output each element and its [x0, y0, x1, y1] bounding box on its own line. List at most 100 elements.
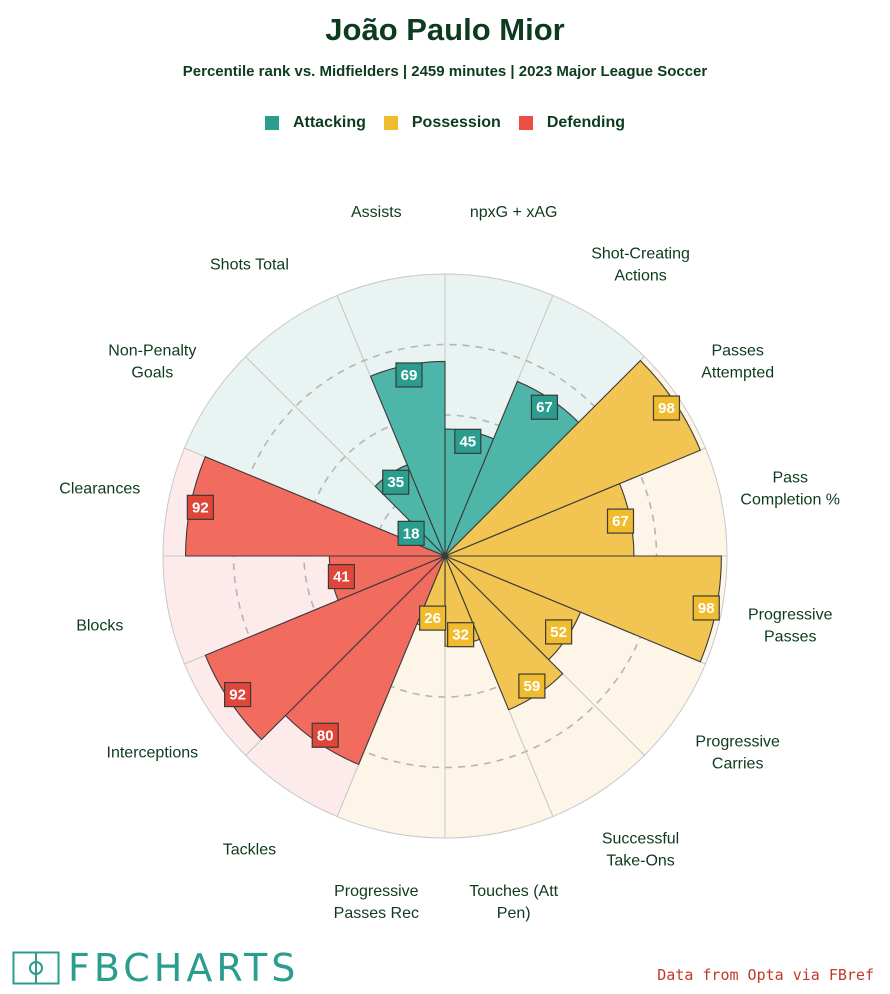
value-label-passes-attempted: 98 — [652, 395, 681, 421]
value-label-progressive-passes: 98 — [692, 595, 720, 621]
value-text-clearances: 92 — [192, 499, 209, 516]
chart-subtitle: Percentile rank vs. Midfielders | 2459 m… — [182, 63, 708, 80]
value-label-progressive-passes-rec: 26 — [419, 605, 447, 631]
pitch-icon — [12, 951, 60, 985]
category-label-line: Shots Total — [210, 256, 289, 273]
value-label-tackles: 80 — [311, 722, 339, 748]
legend-swatch-attacking — [264, 116, 279, 130]
value-label-interceptions: 92 — [223, 681, 252, 708]
value-text-progressive-passes-rec: 26 — [424, 610, 441, 627]
category-label-line: Interceptions — [107, 745, 199, 762]
value-label-shot-creating-actions: 67 — [530, 394, 559, 420]
value-label-blocks: 41 — [327, 564, 356, 590]
value-box-successful-take-ons — [518, 673, 546, 699]
category-label-line: Tackles — [223, 842, 276, 859]
source-note: Data from Opta via FBref — [657, 966, 874, 984]
category-label-progressive-passes-rec: Progressive Passes Rec — [334, 883, 419, 922]
value-text-shot-creating-actions: 67 — [536, 399, 553, 416]
category-label-line: Successful — [602, 831, 679, 848]
category-label-line: Carries — [712, 756, 764, 773]
value-box-tackles — [311, 722, 339, 748]
brand-logo: FBCHARTS — [12, 946, 299, 990]
category-label-clearances: Clearances — [59, 480, 140, 497]
category-label-shot-creating-actions: Shot-Creating Actions — [591, 245, 690, 284]
category-label-pass-completion: Pass Completion % — [740, 469, 840, 508]
category-label-progressive-carries: Progressive Carries — [695, 734, 780, 773]
category-label-touches-att-pen: Touches (Att Pen) — [469, 883, 558, 922]
category-label-interceptions: Interceptions — [107, 745, 199, 762]
value-label-touches-att-pen: 32 — [447, 622, 475, 648]
category-label-npxg-xag: npxG + xAG — [470, 204, 558, 221]
value-text-pass-completion: 67 — [612, 513, 629, 530]
value-box-npxg-xag — [454, 428, 482, 454]
value-box-shots-total — [382, 469, 410, 495]
value-box-progressive-carries — [545, 619, 573, 645]
value-text-shots-total: 35 — [387, 474, 404, 491]
value-text-npxg-xag: 45 — [459, 433, 476, 450]
value-label-pass-completion: 67 — [606, 508, 635, 534]
legend-swatch-possession — [383, 116, 398, 130]
value-label-npxg-xag: 45 — [454, 428, 482, 454]
value-label-successful-take-ons: 59 — [518, 673, 546, 699]
category-label-line: Progressive — [748, 607, 833, 624]
category-label-passes-attempted: Passes Attempted — [701, 342, 774, 381]
category-label-line: Shot-Creating — [591, 245, 690, 262]
legend: Attacking Possession Defending — [0, 114, 890, 132]
legend-swatch-defending — [518, 116, 533, 130]
category-label-line: Actions — [614, 267, 666, 284]
legend-item-attacking: Attacking — [264, 114, 366, 132]
category-label-line: Blocks — [76, 618, 123, 635]
category-label-line: Clearances — [59, 480, 140, 497]
value-text-touches-att-pen: 32 — [452, 627, 469, 644]
category-label-line: Pen) — [497, 905, 531, 922]
value-text-passes-attempted: 98 — [658, 400, 675, 417]
value-box-pass-completion — [606, 508, 635, 534]
chart-title: João Paulo Mior — [325, 12, 565, 47]
value-text-assists: 69 — [401, 367, 418, 384]
value-box-blocks — [327, 564, 356, 590]
category-label-line: Progressive — [334, 883, 419, 900]
category-label-assists: Assists — [351, 204, 402, 221]
value-text-tackles: 80 — [317, 727, 334, 744]
category-label-line: Completion % — [740, 491, 840, 508]
value-box-non-penalty-goals — [397, 520, 425, 546]
category-label-line: Attempted — [701, 364, 774, 381]
value-text-progressive-passes: 98 — [698, 600, 715, 617]
legend-label-defending: Defending — [546, 114, 626, 131]
value-label-shots-total: 35 — [382, 469, 410, 495]
value-box-passes-attempted — [652, 395, 681, 421]
legend-item-defending: Defending — [518, 114, 626, 132]
category-label-line: Passes — [764, 629, 816, 646]
category-label-line: Pass — [772, 469, 808, 486]
value-box-touches-att-pen — [447, 622, 475, 648]
value-label-assists: 69 — [395, 362, 423, 388]
value-text-progressive-carries: 52 — [550, 624, 567, 641]
value-box-progressive-passes — [692, 595, 720, 621]
brand-text: FBCHARTS — [68, 946, 300, 990]
category-label-line: npxG + xAG — [470, 204, 558, 221]
value-text-successful-take-ons: 59 — [524, 678, 541, 695]
category-label-line: Goals — [131, 364, 173, 381]
value-box-shot-creating-actions — [530, 394, 559, 420]
category-label-successful-take-ons: Successful Take-Ons — [602, 831, 679, 870]
category-label-line: Passes Rec — [334, 905, 419, 922]
category-label-line: Non-Penalty — [108, 342, 196, 359]
category-label-non-penalty-goals: Non-Penalty Goals — [108, 342, 196, 381]
value-text-blocks: 41 — [333, 569, 350, 586]
value-label-progressive-carries: 52 — [545, 619, 573, 645]
category-label-line: Touches (Att — [469, 883, 558, 900]
value-box-interceptions — [223, 681, 252, 708]
value-box-assists — [395, 362, 423, 388]
category-label-tackles: Tackles — [223, 842, 276, 859]
category-label-line: Passes — [711, 342, 763, 359]
category-label-blocks: Blocks — [76, 618, 123, 635]
legend-label-attacking: Attacking — [292, 114, 366, 131]
value-label-clearances: 92 — [186, 494, 214, 520]
legend-label-possession: Possession — [411, 114, 501, 131]
value-box-clearances — [186, 494, 214, 520]
value-text-non-penalty-goals: 18 — [403, 525, 420, 542]
category-label-line: Progressive — [695, 734, 780, 751]
category-label-shots-total: Shots Total — [210, 256, 289, 273]
value-box-progressive-passes-rec — [419, 605, 447, 631]
